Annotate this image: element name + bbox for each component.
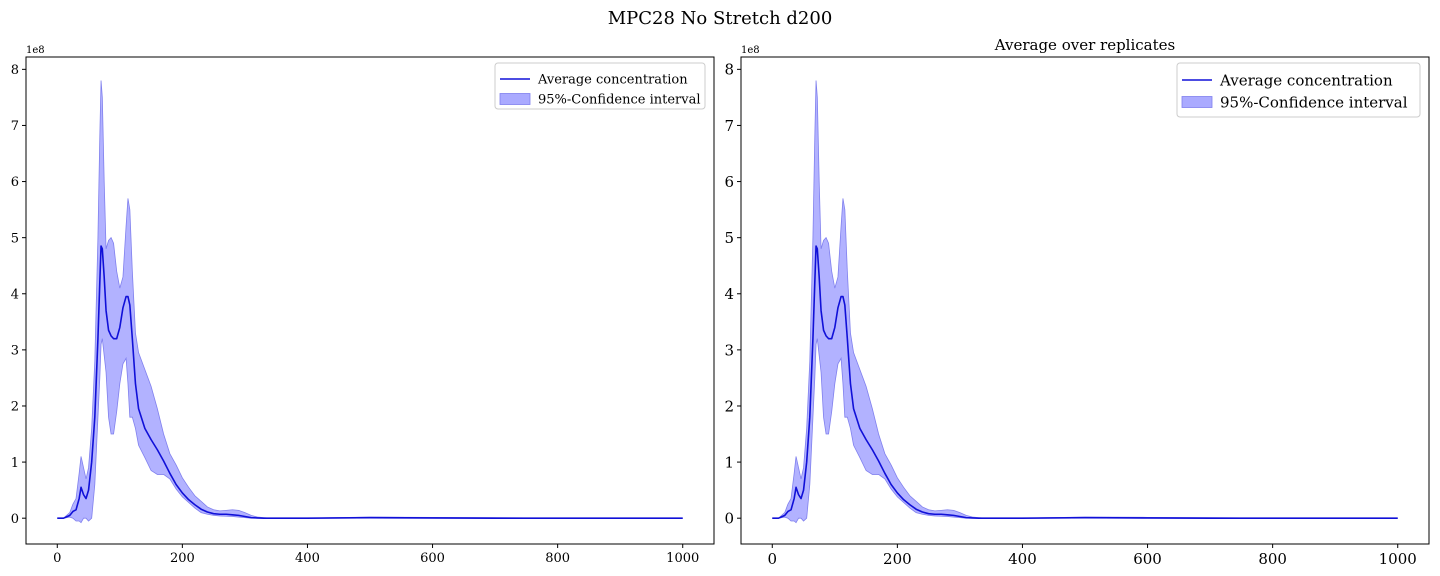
data-layer	[57, 80, 683, 524]
confidence-band	[772, 80, 1398, 524]
axes-frame	[740, 56, 1430, 545]
y-tick-label: 8	[724, 61, 734, 79]
chart-panel-1: 0 200 400 600 800 1000 0 1 2 3 4 5 6 7 8 1e8 Average con…	[11, 45, 715, 566]
y-tick-label: 3	[724, 341, 734, 359]
x-tick-label: 600	[1133, 550, 1162, 568]
legend-band-swatch	[1181, 96, 1213, 108]
average-concentration-line	[57, 245, 683, 519]
y-tick-label: 2	[11, 400, 19, 415]
x-tick-label: 200	[170, 551, 195, 566]
legend-box	[1176, 62, 1421, 118]
y-tick-label: 4	[724, 285, 734, 303]
y-tick-label: 5	[724, 229, 734, 247]
x-tick-label: 800	[1258, 550, 1287, 568]
legend-label-average: Average concentration	[1219, 71, 1393, 89]
legend-label-average: Average concentration	[537, 73, 688, 88]
legend-band-swatch	[499, 93, 531, 105]
data-layer	[772, 80, 1398, 524]
figure-title: MPC28 No Stretch d200	[607, 8, 833, 29]
legend-label-confidence: 95%-Confidence interval	[538, 93, 701, 108]
x-tick-label: 0	[53, 551, 61, 566]
x-tick-label: 400	[295, 551, 320, 566]
legend: Average concentration 95%-Confidence inte…	[1176, 62, 1421, 118]
y-tick-label: 0	[11, 512, 19, 527]
y-tick-label: 5	[11, 231, 19, 246]
x-tick-label: 0	[767, 550, 777, 568]
y-tick-label: 7	[11, 119, 19, 134]
axes-frame	[25, 56, 715, 545]
y-offset-text: 1e8	[741, 45, 760, 56]
y-offset-text: 1e8	[26, 45, 45, 56]
confidence-band	[57, 80, 683, 524]
x-tick-label: 200	[883, 550, 912, 568]
chart-panel-2: Average over replicates 0 200 400 600 800 1000…	[724, 36, 1430, 568]
y-tick-label: 7	[724, 117, 734, 135]
subplot-title: Average over replicates	[994, 36, 1175, 54]
y-tick-label: 0	[724, 510, 734, 528]
y-tick-label: 2	[724, 397, 734, 415]
x-tick-label: 800	[545, 551, 570, 566]
y-tick-label: 3	[11, 344, 19, 359]
x-tick-label: 1000	[1379, 550, 1417, 568]
y-tick-label: 6	[724, 173, 734, 191]
y-tick-label: 1	[11, 456, 19, 471]
x-tick-label: 1000	[666, 551, 699, 566]
legend: Average concentration 95%-Confidence inte…	[494, 62, 706, 110]
legend-box	[494, 62, 706, 110]
x-tick-label: 400	[1008, 550, 1037, 568]
y-tick-label: 1	[724, 453, 734, 471]
x-tick-label: 600	[420, 551, 445, 566]
y-tick-label: 8	[11, 63, 19, 78]
y-tick-label: 6	[11, 175, 19, 190]
average-concentration-line	[772, 245, 1398, 519]
legend-label-confidence: 95%-Confidence interval	[1220, 93, 1408, 111]
y-tick-label: 4	[11, 287, 19, 302]
